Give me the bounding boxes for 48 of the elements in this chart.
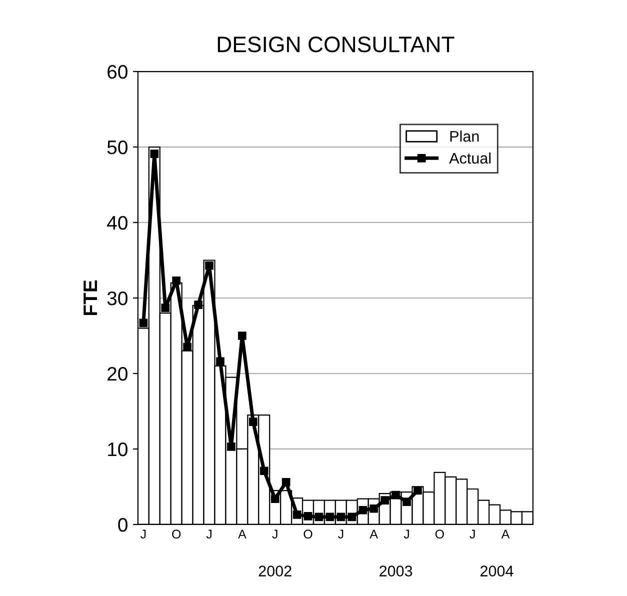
text: 2003	[380, 566, 412, 576]
x-tick-label: J	[206, 530, 212, 539]
point	[194, 300, 202, 309]
y-tick-label: 0	[118, 518, 128, 532]
point	[314, 512, 324, 522]
point	[326, 512, 334, 522]
point	[216, 357, 224, 366]
point	[402, 498, 411, 506]
point	[205, 261, 214, 270]
x-tick-label: O	[435, 530, 444, 539]
y-tick-label: 60	[108, 64, 128, 79]
x-tick-label: J	[404, 530, 409, 539]
point	[348, 512, 356, 522]
y-tick-label: 10	[108, 442, 128, 456]
point	[392, 490, 400, 500]
point	[270, 494, 280, 503]
point	[260, 466, 268, 476]
y-tick-label: 40	[107, 216, 128, 230]
text: 2002	[258, 566, 292, 576]
point	[238, 332, 246, 340]
point	[282, 478, 290, 486]
point	[248, 418, 258, 426]
x-tick-label: J	[470, 530, 475, 539]
x-tick-label: J	[338, 530, 344, 539]
point	[183, 342, 192, 352]
legend-label: Plan	[450, 130, 479, 142]
point	[161, 304, 170, 312]
x-tick-label: O	[172, 530, 181, 539]
point	[380, 496, 389, 504]
x-tick-label: J	[272, 530, 278, 539]
x-tick-label: A	[238, 530, 246, 538]
x-tick-label: J	[140, 530, 146, 539]
chart-title: DESIGN CONSULTANT	[218, 36, 454, 52]
legend-label: Actual	[449, 152, 491, 164]
x-tick-label: O	[304, 530, 312, 539]
x-tick-label: A	[501, 530, 510, 538]
point	[336, 512, 346, 522]
y-tick-label: 50	[107, 140, 128, 154]
text: 2004	[480, 566, 514, 576]
point	[172, 276, 181, 285]
x-tick-label: A	[370, 530, 378, 538]
point	[150, 150, 159, 158]
y-tick-label: 30	[107, 291, 128, 306]
point	[139, 318, 148, 328]
y-axis-title: FTE	[84, 280, 97, 316]
y-tick-label: 20	[108, 366, 128, 381]
point	[227, 442, 236, 451]
point	[414, 486, 422, 495]
